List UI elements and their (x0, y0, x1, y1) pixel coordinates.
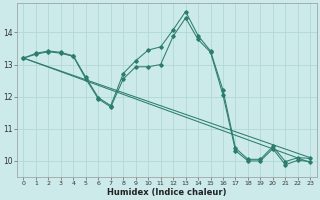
X-axis label: Humidex (Indice chaleur): Humidex (Indice chaleur) (107, 188, 227, 197)
